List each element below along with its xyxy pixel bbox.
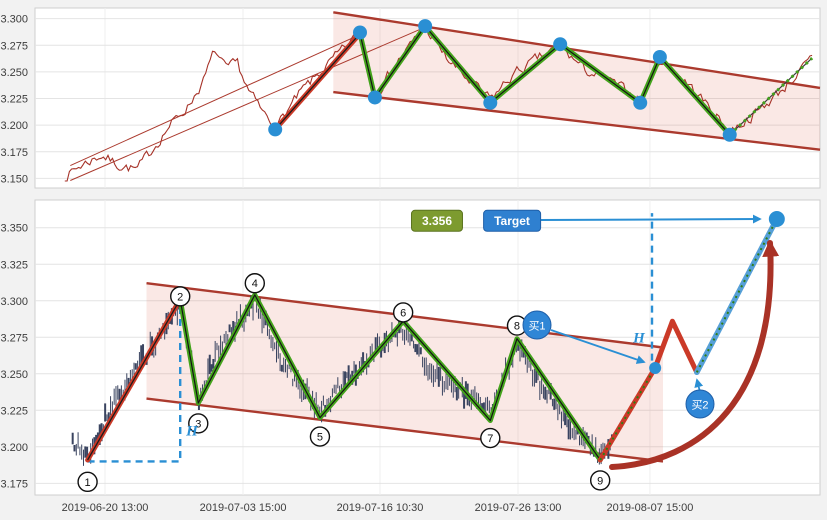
zigzag-core [179,294,601,461]
target-arrow [539,214,762,224]
y-tick-label: 3.300 [0,296,28,308]
x-tick-label: 2019-07-16 10:30 [337,502,424,514]
swing-dot [352,25,367,40]
y-tick-label: 3.275 [0,332,28,344]
pivot-number: 1 [85,477,91,489]
panel-overview: 3.300 3.275 3.250 3.225 3.200 3.175 3.150 [0,7,821,189]
pivot-number: 6 [400,307,406,319]
x-tick-label: 2019-07-26 13:00 [475,502,562,514]
pivot-number: 5 [317,432,323,444]
x-tick-label: 2019-06-20 13:00 [62,502,149,514]
pivot-number: 8 [514,321,520,333]
swing-dot [367,90,382,105]
pivot-number: 9 [597,475,603,487]
y-tick-label: 3.200 [0,120,28,132]
pivot-number: 2 [177,291,183,303]
impulse-core [87,298,181,461]
height-label-right: H [633,330,645,347]
plot-area-overview[interactable] [34,7,821,189]
y-tick-label: 3.300 [0,14,28,26]
pivot-number: 3 [195,418,201,430]
pivot-number: 4 [252,278,258,290]
pivot-circle [392,302,414,323]
pivot-circle [480,427,501,449]
x-tick-label: 2019-08-07 15:00 [607,502,694,514]
channel-upper-line [333,11,821,90]
channel-lower-line [333,90,821,151]
buy1-arrow [550,329,646,364]
y-tick-label: 3.150 [0,173,28,185]
y-tick-label: 3.250 [0,67,28,79]
swing-dot [768,210,785,227]
target-price-badge[interactable]: 3.356 [410,209,464,233]
height-label-left: H [186,423,198,440]
swing-dot [633,95,648,110]
swing-dot [649,361,662,374]
swing-dot [553,37,568,52]
pivot-number: 7 [487,433,493,445]
y-tick-label: 3.225 [0,405,28,417]
channel-fill [146,283,663,462]
buy2-badge[interactable]: 买2 [685,389,715,419]
buy1-badge[interactable]: 买1 [522,310,552,340]
pivot-circle [77,471,98,493]
swing-dot [722,127,737,142]
trendline [70,34,361,167]
panel-detail: 3.350 3.325 3.300 3.275 3.250 3.225 3.200 3.175… [0,199,821,514]
y-tick-label: 3.275 [0,40,28,52]
swing-dot [268,122,283,137]
channel-fill [333,12,820,150]
pivot-circle [309,426,331,447]
y-tick-label: 3.325 [0,259,28,271]
y-tick-label: 3.175 [0,147,28,159]
pivot-circle [244,273,266,294]
impulse-core [274,33,361,130]
pivot-circle [590,470,611,491]
pivot-circle [170,286,191,307]
y-tick-label: 3.175 [0,478,28,490]
zigzag-core [359,25,731,136]
swing-dot [652,49,667,64]
y-tick-label: 3.200 [0,442,28,454]
measure-dash-left [87,303,182,463]
continuation-red-line [597,318,700,463]
swing-dot [418,19,433,34]
x-tick-label: 2019-07-03 15:00 [200,502,287,514]
target-badge[interactable]: Target [483,209,541,233]
forecast-line [729,57,813,136]
y-tick-label: 3.225 [0,94,28,106]
swing-dot [483,95,498,110]
projection-curve-arrow [609,239,780,470]
y-tick-label: 3.350 [0,223,28,235]
channel-lower-line [146,397,664,463]
pivot-circle [188,413,209,434]
y-tick-label: 3.250 [0,369,28,381]
